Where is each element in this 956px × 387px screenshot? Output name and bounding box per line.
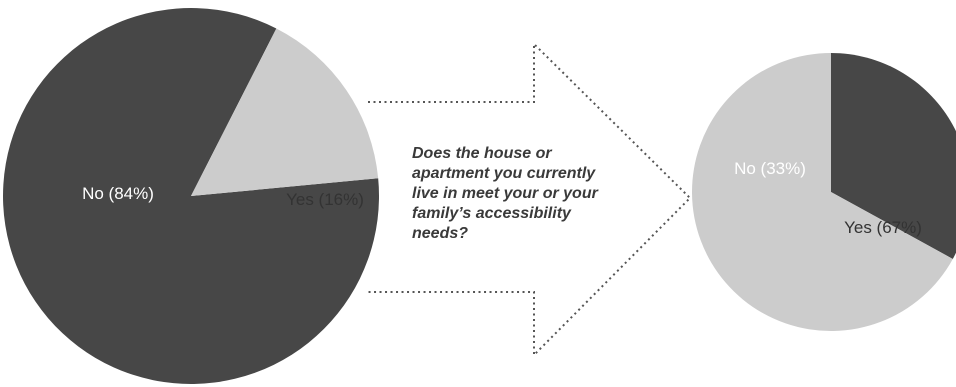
pie-chart-right: No (33%) Yes (67%) [692, 53, 956, 331]
pie-chart-left: No (84%) Yes (16%) [3, 8, 380, 385]
pie-right-label-no: No (33%) [734, 159, 806, 178]
pie-right-slice-yes [692, 53, 953, 331]
pie-left-slice-yes [191, 28, 379, 196]
pie-right-label-yes: Yes (67%) [844, 218, 922, 237]
pie-right-slice-no [831, 53, 956, 259]
question-text: Does the house or apartment you currentl… [412, 145, 598, 242]
pie-left-label-yes: Yes (16%) [286, 190, 364, 209]
pie-left-label-no: No (84%) [82, 184, 154, 203]
dotted-arrow [368, 41, 692, 358]
pie-left-slice-no [3, 8, 380, 385]
